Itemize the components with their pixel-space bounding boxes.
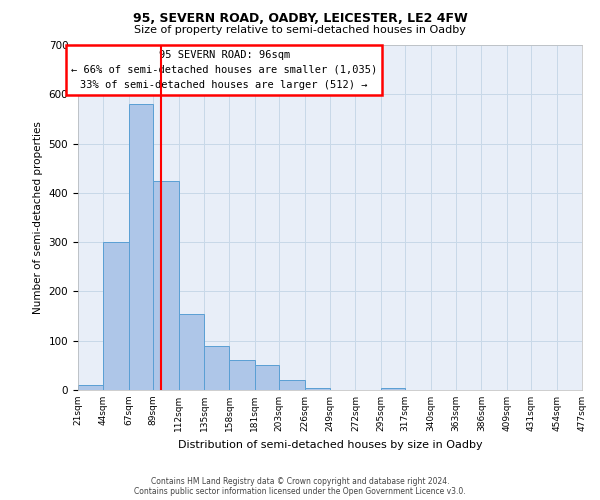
Bar [78,385,103,390]
Bar [381,388,405,390]
Bar [129,104,153,390]
Y-axis label: Number of semi-detached properties: Number of semi-detached properties [33,121,43,314]
Bar [305,388,330,390]
Text: 95 SEVERN ROAD: 96sqm
← 66% of semi-detached houses are smaller (1,035)
33% of s: 95 SEVERN ROAD: 96sqm ← 66% of semi-deta… [71,50,377,90]
Bar [204,346,229,390]
Bar [229,360,255,390]
Text: Contains HM Land Registry data © Crown copyright and database right 2024.
Contai: Contains HM Land Registry data © Crown c… [134,476,466,496]
Bar [279,380,305,390]
Bar [103,242,129,390]
X-axis label: Distribution of semi-detached houses by size in Oadby: Distribution of semi-detached houses by … [178,440,482,450]
Text: Size of property relative to semi-detached houses in Oadby: Size of property relative to semi-detach… [134,25,466,35]
Bar [255,366,279,390]
Bar [179,314,204,390]
Text: 95, SEVERN ROAD, OADBY, LEICESTER, LE2 4FW: 95, SEVERN ROAD, OADBY, LEICESTER, LE2 4… [133,12,467,26]
Bar [153,180,179,390]
